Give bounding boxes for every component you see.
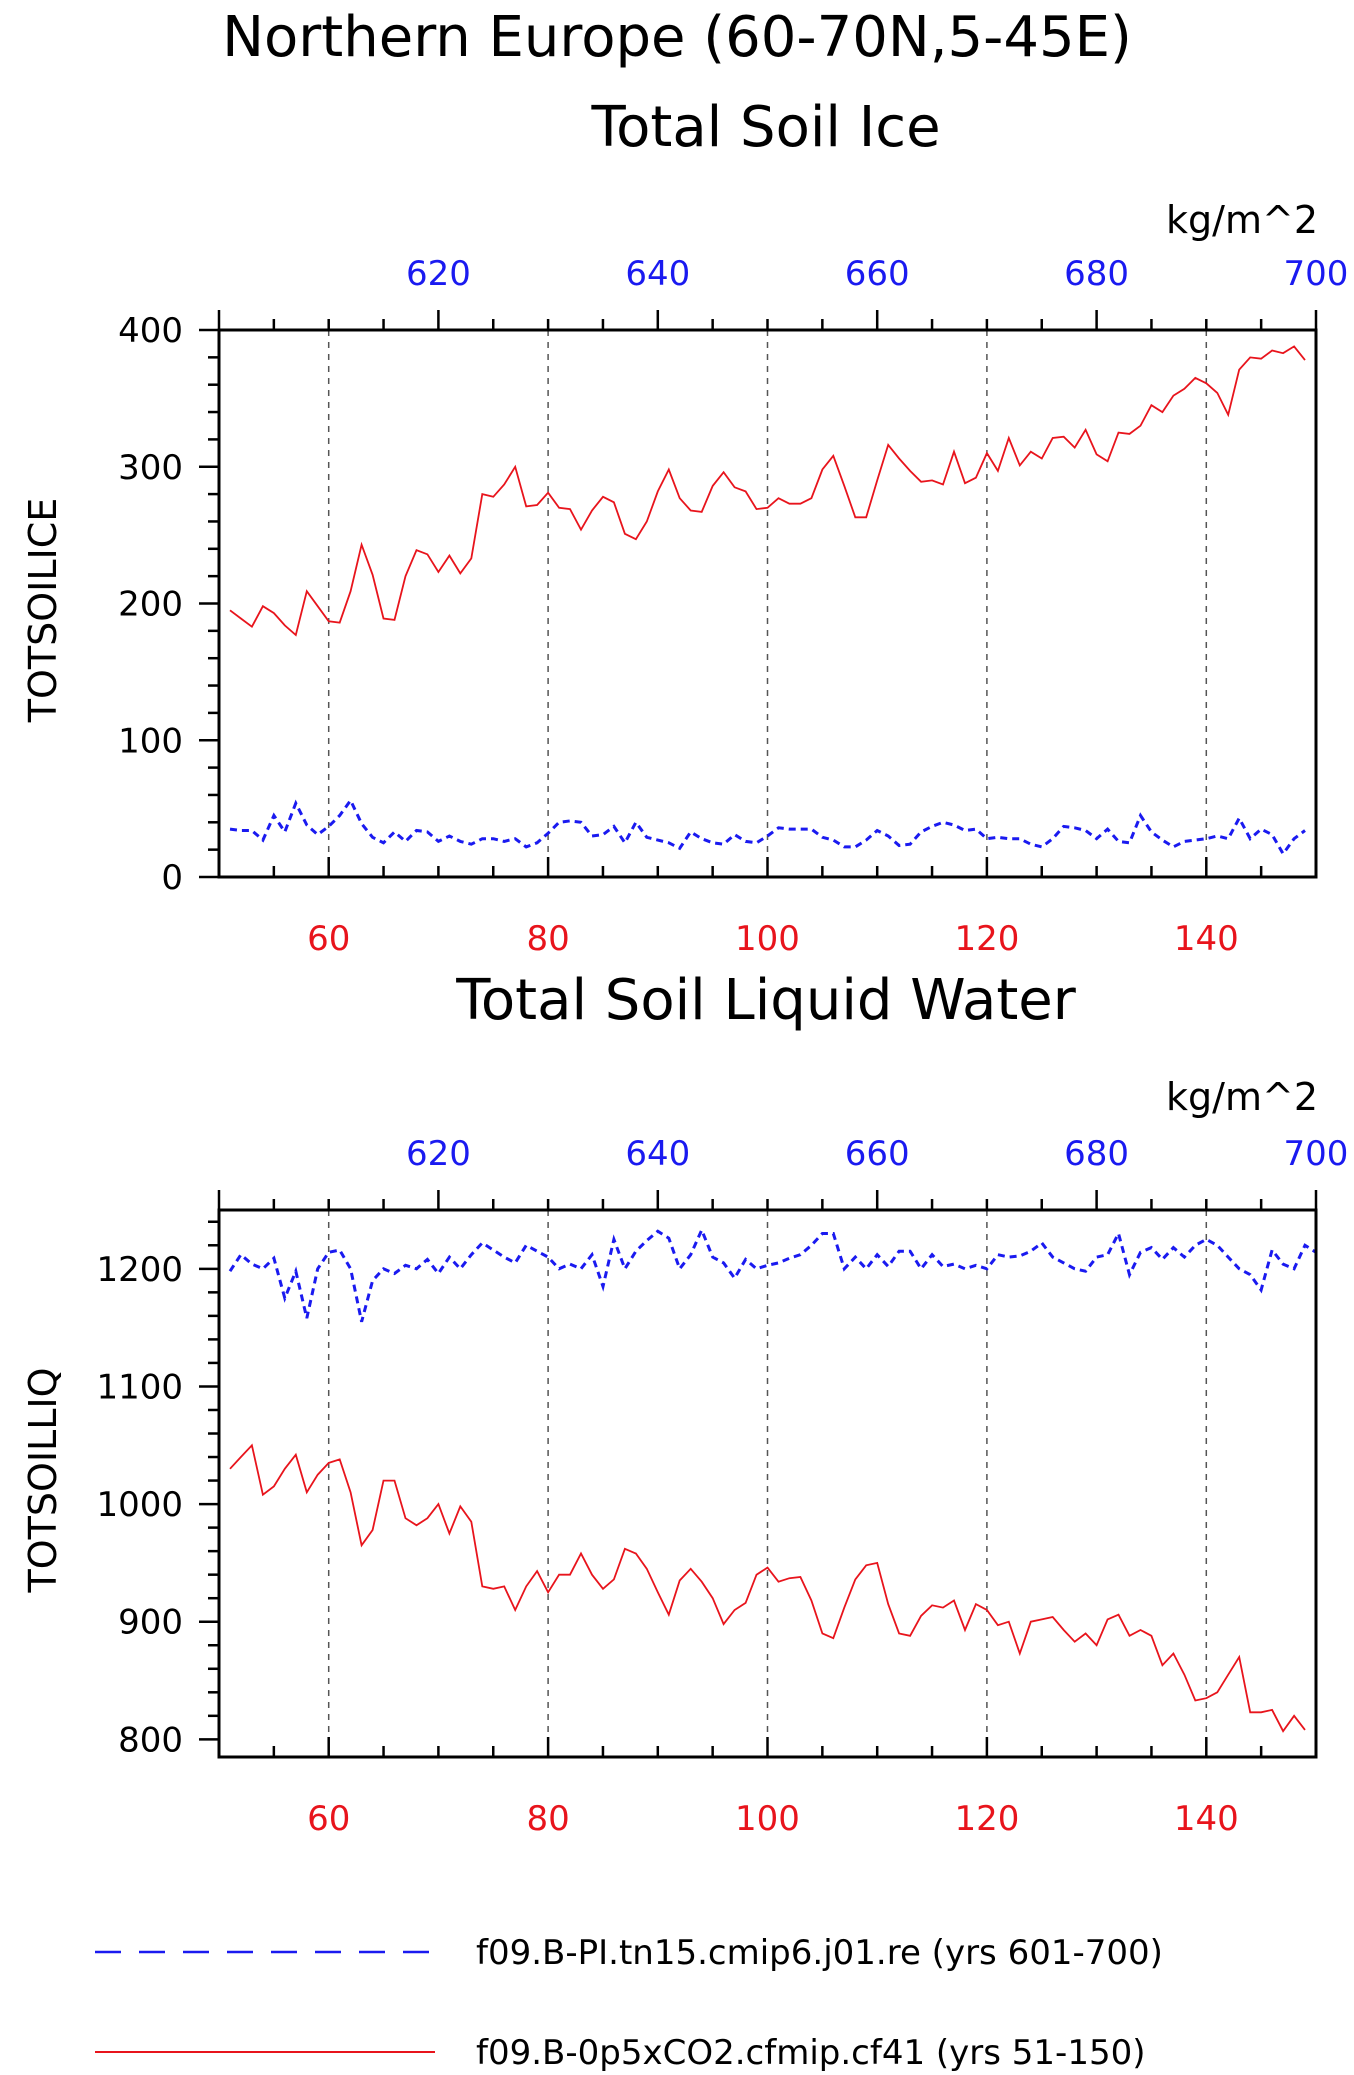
x-top-tick-label: 700 [1284, 1134, 1349, 1174]
axis-ticks [199, 1190, 1318, 1757]
x-tick-label: 120 [954, 1799, 1019, 1839]
x-tick-label: 60 [307, 1799, 350, 1839]
legend-label-blue: f09.B-PI.tn15.cmip6.j01.re (yrs 601-700) [476, 1933, 1163, 1973]
y-tick-label: 200 [118, 585, 183, 625]
panel-title: Total Soil Ice [590, 95, 940, 160]
x-tick-label: 140 [1174, 1799, 1239, 1839]
axis-ticks [199, 310, 1318, 879]
grid-lines [327, 330, 1208, 877]
x-tick-label: 60 [307, 919, 350, 959]
y-tick-label: 900 [118, 1603, 183, 1643]
x-top-tick-label: 620 [406, 1134, 471, 1174]
x-top-tick-label: 680 [1064, 1134, 1129, 1174]
units-label: kg/m^2 [1166, 198, 1318, 242]
y-tick-label: 800 [118, 1720, 183, 1760]
main-title-group: Northern Europe (60-70N,5-45E) [222, 5, 1132, 70]
main-title: Northern Europe (60-70N,5-45E) [222, 5, 1132, 70]
y-tick-label: 1000 [96, 1485, 183, 1525]
x-top-tick-label: 700 [1284, 254, 1349, 294]
x-top-tick-label: 640 [625, 254, 690, 294]
tick-labels: 60 80 100 120 140 620 640 660 680 700 0 100 200 300 40… [118, 254, 1348, 959]
y-tick-label: 400 [118, 311, 183, 351]
y-tick-label: 0 [161, 858, 183, 898]
grid-lines [327, 1210, 1208, 1757]
series-line-blue [229, 797, 1306, 857]
y-tick-label: 1100 [96, 1367, 183, 1407]
x-tick-label: 80 [526, 1799, 569, 1839]
x-tick-label: 100 [735, 1799, 800, 1839]
series-line-red [229, 345, 1306, 637]
series-layer [228, 1226, 1316, 1733]
x-top-tick-label: 640 [625, 1134, 690, 1174]
x-tick-label: 100 [735, 919, 800, 959]
panel-title: Total Soil Liquid Water [455, 968, 1077, 1033]
y-tick-label: 1200 [96, 1250, 183, 1290]
x-tick-label: 120 [954, 919, 1019, 959]
x-tick-label: 80 [526, 919, 569, 959]
panel-soil-liquid-water: Total Soil Liquid Water kg/m^2 TOTSOILLI… [21, 968, 1348, 1839]
legend-label-red: f09.B-0p5xCO2.cfmip.cf41 (yrs 51-150) [476, 2033, 1145, 2073]
series-layer [229, 345, 1306, 857]
x-top-tick-label: 660 [845, 1134, 910, 1174]
y-tick-label: 100 [118, 721, 183, 761]
plot-frame [217, 328, 1318, 879]
x-top-tick-label: 680 [1064, 254, 1129, 294]
y-axis-label: TOTSOILLIQ [21, 1367, 65, 1593]
x-top-tick-label: 660 [845, 254, 910, 294]
series-line-red [229, 1443, 1306, 1733]
tick-labels: 60 80 100 120 140 620 640 660 680 700 800 900 1000 11… [96, 1134, 1348, 1839]
units-label: kg/m^2 [1166, 1075, 1318, 1119]
x-tick-label: 140 [1174, 919, 1239, 959]
panel-soil-ice: Total Soil Ice kg/m^2 TOTSOILICE 60 80 100… [21, 95, 1348, 959]
legend: f09.B-PI.tn15.cmip6.j01.re (yrs 601-700)… [95, 1933, 1163, 2073]
y-tick-label: 300 [118, 448, 183, 488]
y-axis-label: TOTSOILICE [21, 498, 65, 724]
x-top-tick-label: 620 [406, 254, 471, 294]
series-line-blue [228, 1226, 1316, 1323]
